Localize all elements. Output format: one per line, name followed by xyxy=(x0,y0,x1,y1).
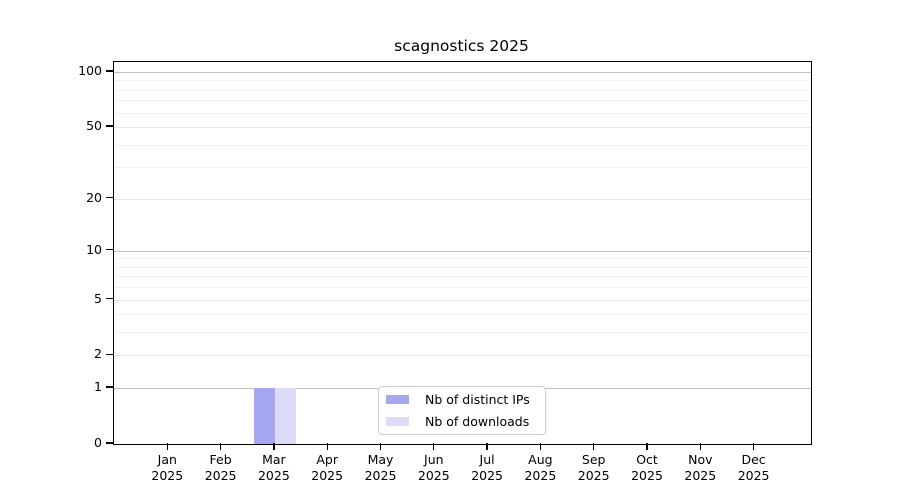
x-label-year: 2025 xyxy=(524,468,557,483)
legend: Nb of distinct IPs Nb of downloads xyxy=(378,386,546,435)
y-tick-50 xyxy=(106,125,113,127)
y-gridline-minor-30 xyxy=(114,167,811,169)
x-label-year: 2025 xyxy=(151,468,184,483)
y-gridline-10 xyxy=(114,250,811,252)
y-gridline-minor-40 xyxy=(114,144,811,146)
x-tick-label-feb: Feb 2025 xyxy=(189,452,253,485)
y-tick-label-10: 10 xyxy=(86,241,102,257)
y-gridline-minor-8 xyxy=(114,266,811,268)
y-gridline-100 xyxy=(114,71,811,73)
y-tick-label-0: 0 xyxy=(94,435,102,450)
x-label-year: 2025 xyxy=(684,468,717,483)
x-tick-label-dec: Dec 2025 xyxy=(722,452,786,485)
x-label-month: Feb xyxy=(209,451,232,467)
y-tick-10 xyxy=(106,249,113,251)
x-tick-jul xyxy=(486,443,488,450)
legend-swatch-downloads xyxy=(386,416,409,426)
x-label-month: Apr xyxy=(316,451,338,467)
x-label-year: 2025 xyxy=(631,468,663,483)
y-gridline-2 xyxy=(114,355,811,357)
bar-nb-of-downloads-mar xyxy=(274,388,297,444)
x-tick-oct xyxy=(646,443,648,450)
y-gridline-minor-6 xyxy=(114,287,811,289)
y-gridline-20 xyxy=(114,198,811,200)
x-tick-label-nov: Nov 2025 xyxy=(668,452,732,485)
x-label-month: Sep xyxy=(581,451,606,467)
y-gridline-minor-70 xyxy=(114,100,811,102)
x-label-month: Jun xyxy=(424,451,444,467)
x-label-year: 2025 xyxy=(577,468,610,483)
bar-nb-of-distinct-ips-mar xyxy=(253,388,275,444)
legend-label-downloads: Nb of downloads xyxy=(425,413,530,429)
x-tick-dec xyxy=(752,443,755,450)
x-tick-label-jan: Jan 2025 xyxy=(135,452,199,485)
x-tick-label-jun: Jun 2025 xyxy=(402,452,466,485)
x-tick-jan xyxy=(166,443,168,450)
y-tick-0 xyxy=(106,442,113,444)
x-label-year: 2025 xyxy=(471,468,503,483)
x-tick-label-jul: Jul 2025 xyxy=(455,452,519,485)
y-gridline-minor-7 xyxy=(114,276,811,278)
y-tick-label-1: 1 xyxy=(94,379,102,395)
x-tick-aug xyxy=(539,443,542,450)
x-tick-jun xyxy=(433,443,435,450)
legend-label-distinct-ips: Nb of distinct IPs xyxy=(425,392,530,408)
y-tick-label-2: 2 xyxy=(94,346,102,362)
y-gridline-5 xyxy=(114,299,811,301)
y-gridline-minor-90 xyxy=(114,80,811,82)
y-tick-1 xyxy=(106,386,113,388)
legend-item-distinct-ips: Nb of distinct IPs xyxy=(379,391,545,409)
x-label-month: Jul xyxy=(479,451,495,467)
y-tick-100 xyxy=(106,70,113,72)
y-gridline-50 xyxy=(114,127,811,129)
y-tick-label-5: 5 xyxy=(94,290,102,306)
chart-title: scagnostics 2025 xyxy=(394,37,529,55)
x-tick-label-sep: Sep 2025 xyxy=(562,452,626,485)
x-tick-label-mar: Mar 2025 xyxy=(242,452,306,485)
x-label-month: Aug xyxy=(528,451,553,467)
x-label-year: 2025 xyxy=(204,468,237,483)
x-label-month: Dec xyxy=(741,451,766,467)
x-tick-nov xyxy=(699,443,701,450)
x-label-month: Jan xyxy=(157,451,177,467)
y-tick-label-20: 20 xyxy=(86,189,102,205)
x-label-month: May xyxy=(367,451,394,467)
y-tick-2 xyxy=(106,353,113,356)
legend-item-downloads: Nb of downloads xyxy=(379,413,545,431)
plot-area xyxy=(113,60,812,445)
x-tick-may xyxy=(379,443,382,450)
x-label-month: Nov xyxy=(688,451,713,467)
x-tick-apr xyxy=(326,443,328,450)
x-label-year: 2025 xyxy=(257,468,290,483)
x-label-month: Mar xyxy=(262,451,286,467)
legend-swatch-distinct-ips xyxy=(386,395,409,405)
y-gridline-minor-60 xyxy=(114,112,811,114)
y-tick-label-100: 100 xyxy=(78,62,102,78)
x-tick-feb xyxy=(219,443,222,450)
x-tick-mar xyxy=(273,443,275,450)
x-tick-sep xyxy=(593,443,595,450)
x-label-year: 2025 xyxy=(737,468,770,483)
x-label-year: 2025 xyxy=(311,468,344,483)
x-tick-label-apr: Apr 2025 xyxy=(295,452,359,485)
y-gridline-minor-80 xyxy=(114,89,811,91)
x-tick-label-may: May 2025 xyxy=(349,452,413,485)
x-label-month: Oct xyxy=(636,451,658,467)
y-gridline-minor-4 xyxy=(114,314,811,316)
y-gridline-minor-9 xyxy=(114,258,811,260)
x-tick-label-oct: Oct 2025 xyxy=(615,452,679,485)
y-tick-5 xyxy=(106,297,113,300)
y-tick-20 xyxy=(106,196,113,199)
x-label-year: 2025 xyxy=(364,468,397,483)
x-label-year: 2025 xyxy=(417,468,450,483)
y-tick-label-50: 50 xyxy=(86,118,102,134)
x-tick-label-aug: Aug 2025 xyxy=(508,452,572,485)
y-gridline-minor-3 xyxy=(114,332,811,334)
